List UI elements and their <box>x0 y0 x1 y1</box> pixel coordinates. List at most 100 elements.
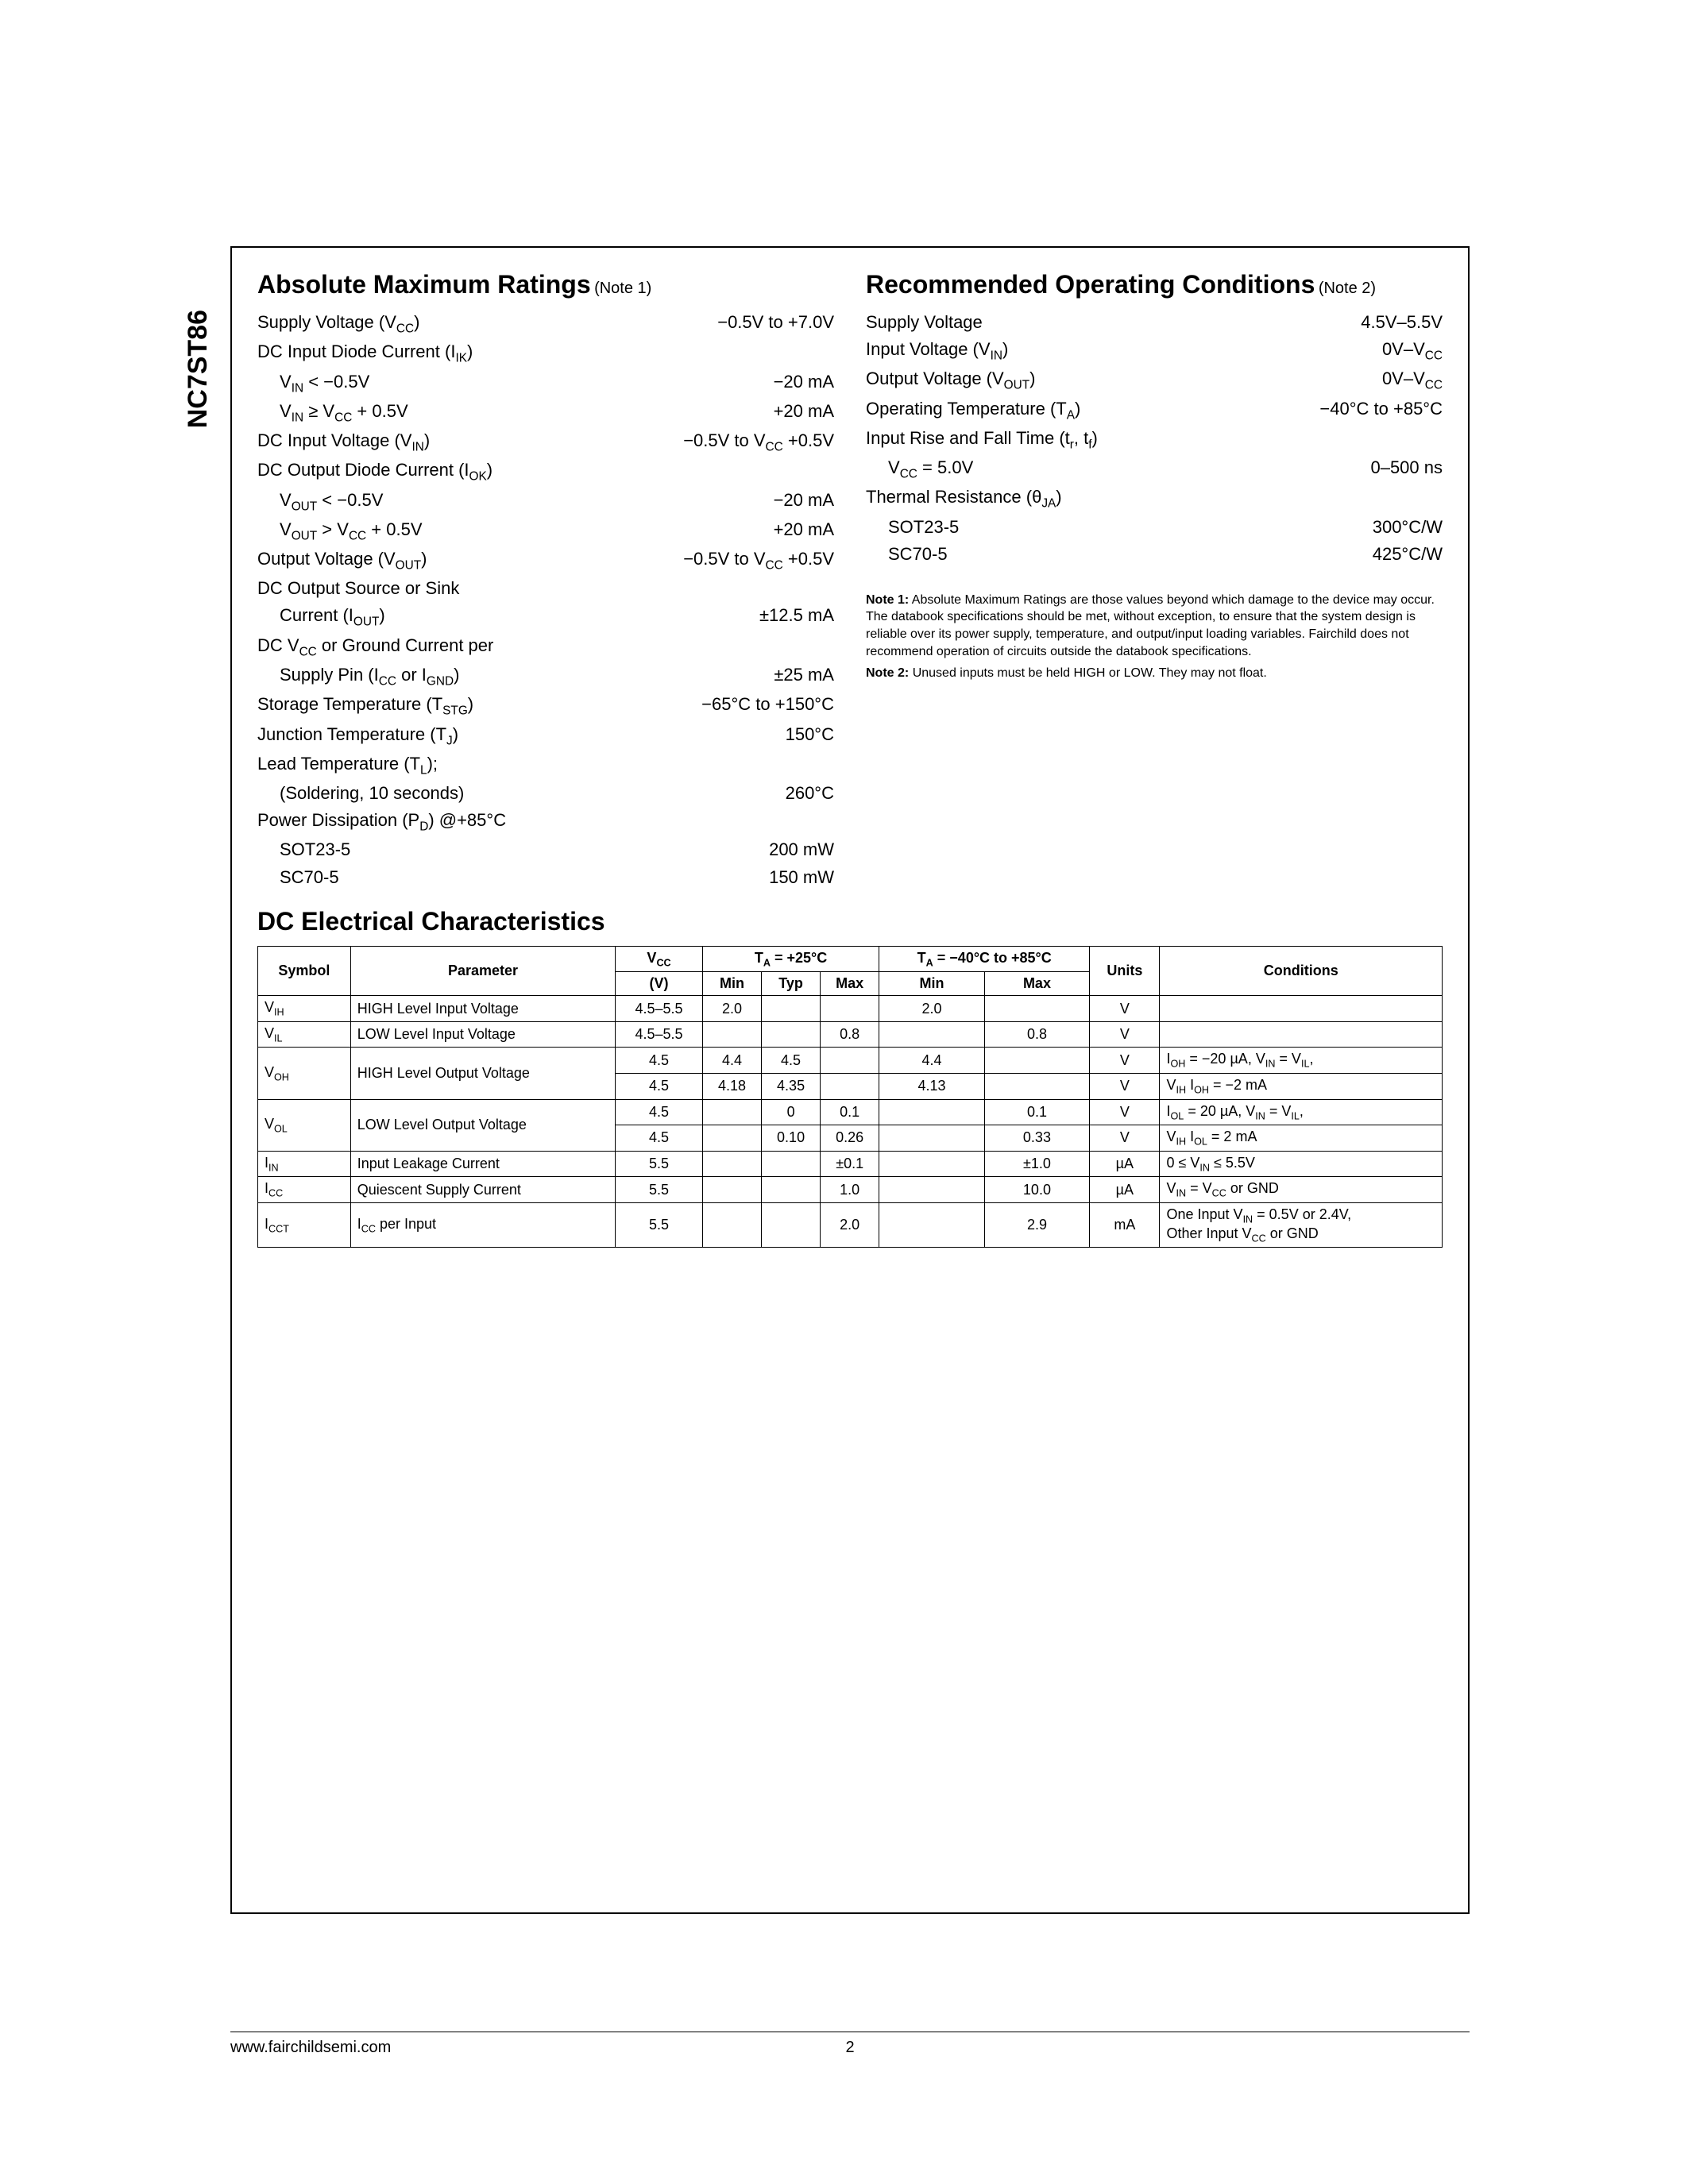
spec-label: DC Input Diode Current (IIK) <box>257 338 834 368</box>
page-content: NC7ST86 Absolute Maximum Ratings (Note 1… <box>230 246 1470 1914</box>
cell-typ25: 0.10 <box>762 1125 821 1152</box>
cell-vcc: 4.5 <box>616 1099 703 1125</box>
spec-value: −0.5V to VCC +0.5V <box>683 427 834 457</box>
dc-section: DC Electrical Characteristics SymbolPara… <box>257 907 1443 1248</box>
cell-min25 <box>702 1021 761 1048</box>
dc-characteristics-table: SymbolParameterVCCTA = +25°CTA = −40°C t… <box>257 946 1443 1248</box>
spec-row: Current (IOUT)±12.5 mA <box>257 602 834 631</box>
table-row: IINInput Leakage Current5.5±0.1±1.0µA0 ≤… <box>258 1151 1443 1177</box>
spec-row: VOUT < −0.5V−20 mA <box>257 487 834 516</box>
cell-max40: 2.9 <box>984 1202 1090 1247</box>
cell-conditions <box>1160 1021 1443 1048</box>
dc-title: DC Electrical Characteristics <box>257 907 605 936</box>
spec-row: Lead Temperature (TL); <box>257 751 834 780</box>
cell-min25: 2.0 <box>702 996 761 1022</box>
spec-label: Power Dissipation (PD) @+85°C <box>257 807 834 836</box>
cell-typ25: 0 <box>762 1099 821 1125</box>
cell-parameter: Quiescent Supply Current <box>350 1177 615 1203</box>
cell-max40: ±1.0 <box>984 1151 1090 1177</box>
spec-label: Input Voltage (VIN) <box>866 336 1382 365</box>
cell-min40: 2.0 <box>879 996 984 1022</box>
spec-value: +20 mA <box>774 398 834 425</box>
spec-value: −40°C to +85°C <box>1319 396 1443 423</box>
spec-label: (Soldering, 10 seconds) <box>257 780 786 807</box>
spec-label: Operating Temperature (TA) <box>866 396 1319 425</box>
cell-units: µA <box>1090 1177 1160 1203</box>
rec-op-column: Recommended Operating Conditions (Note 2… <box>866 270 1443 891</box>
spec-row: DC Input Voltage (VIN)−0.5V to VCC +0.5V <box>257 427 834 457</box>
spec-label: SC70-5 <box>866 541 1373 568</box>
cell-symbol: IIN <box>258 1151 351 1177</box>
abs-max-column: Absolute Maximum Ratings (Note 1) Supply… <box>257 270 834 891</box>
cell-max40: 0.8 <box>984 1021 1090 1048</box>
spec-row: VIN ≥ VCC + 0.5V+20 mA <box>257 398 834 427</box>
cell-vcc: 4.5–5.5 <box>616 1021 703 1048</box>
spec-value: ±25 mA <box>774 662 834 689</box>
cell-conditions: VIH IOL = 2 mA <box>1160 1125 1443 1152</box>
spec-label: VIN ≥ VCC + 0.5V <box>257 398 774 427</box>
cell-max25 <box>821 1048 879 1074</box>
cell-parameter: HIGH Level Output Voltage <box>350 1048 615 1099</box>
cell-parameter: HIGH Level Input Voltage <box>350 996 615 1022</box>
table-row: VIHHIGH Level Input Voltage4.5–5.52.02.0… <box>258 996 1443 1022</box>
cell-units: V <box>1090 1125 1160 1152</box>
spec-value: ±12.5 mA <box>759 602 834 629</box>
cell-symbol: VOH <box>258 1048 351 1099</box>
cell-max40 <box>984 1048 1090 1074</box>
cell-vcc: 5.5 <box>616 1177 703 1203</box>
cell-max40 <box>984 1074 1090 1100</box>
spec-label: DC Input Voltage (VIN) <box>257 427 683 457</box>
spec-row: Junction Temperature (TJ)150°C <box>257 721 834 751</box>
cell-typ25: 4.35 <box>762 1074 821 1100</box>
th-vcc-unit: (V) <box>616 972 703 996</box>
cell-vcc: 5.5 <box>616 1151 703 1177</box>
cell-parameter: LOW Level Output Voltage <box>350 1099 615 1151</box>
cell-symbol: ICCT <box>258 1202 351 1247</box>
th-min25: Min <box>702 972 761 996</box>
spec-row: Input Rise and Fall Time (tr, tf) <box>866 425 1443 454</box>
rec-op-title: Recommended Operating Conditions <box>866 270 1315 299</box>
table-row: ICCTICC per Input5.52.02.9mAOne Input VI… <box>258 1202 1443 1247</box>
th-max40: Max <box>984 972 1090 996</box>
spec-value: +20 mA <box>774 516 834 543</box>
cell-max40: 0.33 <box>984 1125 1090 1152</box>
spec-label: DC VCC or Ground Current per <box>257 632 834 662</box>
table-row: VOLLOW Level Output Voltage4.500.10.1VIO… <box>258 1099 1443 1125</box>
cell-min40: 4.4 <box>879 1048 984 1074</box>
cell-typ25 <box>762 1177 821 1203</box>
spec-row: Operating Temperature (TA)−40°C to +85°C <box>866 396 1443 425</box>
cell-conditions <box>1160 996 1443 1022</box>
cell-min40 <box>879 1125 984 1152</box>
spec-label: SOT23-5 <box>257 836 769 863</box>
notes-block: Note 1: Absolute Maximum Ratings are tho… <box>866 592 1443 682</box>
spec-row: SOT23-5300°C/W <box>866 514 1443 541</box>
cell-conditions: VIH IOH = −2 mA <box>1160 1074 1443 1100</box>
th-typ25: Typ <box>762 972 821 996</box>
cell-max25: 0.8 <box>821 1021 879 1048</box>
cell-vcc: 4.5 <box>616 1125 703 1152</box>
spec-value: 200 mW <box>769 836 834 863</box>
spec-value: −0.5V to +7.0V <box>717 309 834 336</box>
spec-value: 150 mW <box>769 864 834 891</box>
cell-max40: 10.0 <box>984 1177 1090 1203</box>
rec-op-list: Supply Voltage4.5V–5.5VInput Voltage (VI… <box>866 309 1443 568</box>
spec-row: Output Voltage (VOUT)−0.5V to VCC +0.5V <box>257 546 834 575</box>
cell-min25 <box>702 1151 761 1177</box>
cell-min40 <box>879 1202 984 1247</box>
cell-min25 <box>702 1099 761 1125</box>
cell-max25: ±0.1 <box>821 1151 879 1177</box>
spec-value: 150°C <box>786 721 834 748</box>
cell-units: V <box>1090 1021 1160 1048</box>
spec-row: Thermal Resistance (θJA) <box>866 484 1443 513</box>
cell-conditions: One Input VIN = 0.5V or 2.4V,Other Input… <box>1160 1202 1443 1247</box>
page-footer: www.fairchildsemi.com 2 <box>230 2032 1470 2057</box>
cell-vcc: 4.5 <box>616 1048 703 1074</box>
cell-max25: 2.0 <box>821 1202 879 1247</box>
spec-row: VOUT > VCC + 0.5V+20 mA <box>257 516 834 546</box>
th-parameter: Parameter <box>350 946 615 996</box>
spec-label: Storage Temperature (TSTG) <box>257 691 701 720</box>
spec-label: SC70-5 <box>257 864 769 891</box>
spec-row: SC70-5425°C/W <box>866 541 1443 568</box>
cell-vcc: 4.5–5.5 <box>616 996 703 1022</box>
cell-min25: 4.4 <box>702 1048 761 1074</box>
